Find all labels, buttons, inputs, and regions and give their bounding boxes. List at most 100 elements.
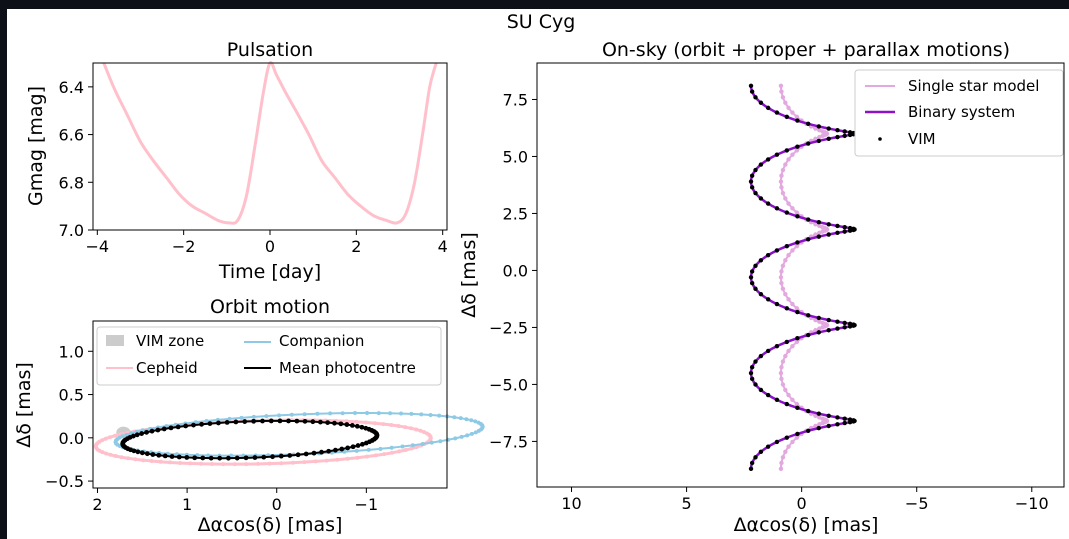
orbit-cepheid-point [108,452,113,457]
onsky-single-star-model-point [817,128,822,133]
orbit-cepheid-point [113,433,118,438]
onsky-binary-system-point [753,263,758,268]
orbit-companion-point [400,444,405,449]
figure-title: SU Cyg [507,11,576,33]
orbit-companion-point [124,432,129,437]
onsky-binary-system-point [795,144,800,149]
orbit-mean-photocentre-point [176,454,182,460]
orbit-mean-photocentre-point [169,454,175,459]
onsky-binary-system-point [765,297,771,302]
onsky-single-star-model-point [783,449,788,455]
onsky-single-star-model-point [783,196,788,201]
onsky-single-star-model-point [778,83,784,88]
orbit-mean-photocentre-point [168,425,174,431]
orbit-cepheid-point [397,449,402,454]
onsky-legend-box [854,69,1064,157]
orbit-axes-frame [92,320,448,489]
onsky-binary-system-point [784,210,790,215]
orbit-companion-point [365,411,370,416]
onsky-binary-system-point [795,309,800,315]
onsky-binary-system-point [842,225,847,230]
orbit-mean-photocentre-point [332,420,337,426]
orbit-mean-photocentre-point [207,421,213,426]
orbit-mean-photocentre-point [161,426,167,432]
onsky-binary-system-point [774,206,780,211]
legend-label-companion: Companion [279,332,364,350]
onsky-binary-system-point [753,382,758,387]
pulsation-panel: Pulsation −4 −2 0 2 4 6.4 6.6 6.8 7.0 Time [day]… [25,39,448,283]
orbit-mean-photocentre-point [233,419,239,425]
orbit-companion-point [264,414,269,419]
orbit-mean-photocentre-point [344,422,350,427]
orbit-mean-photocentre-point [349,423,355,428]
onsky-single-star-model-point [780,190,786,196]
orbit-companion-point [473,430,478,435]
onsky-binary-system-point [774,301,780,307]
orbit-cepheid-point [107,435,112,440]
orbit-cepheid-point [418,428,423,433]
onsky-binary-system-point [753,359,758,364]
onsky-binary-system-point [795,118,800,123]
orbit-mean-photocentre-point [130,433,136,439]
orbit-companion-point [206,453,211,458]
onsky-single-star-model-point [817,223,822,229]
orbit-mean-photocentre-point [277,418,283,424]
onsky-binary-system-point [748,179,754,184]
orbit-mean-photocentre-point [225,455,231,461]
pulsation-xtick-label: 4 [438,237,448,256]
orbit-cepheid-point [279,461,284,466]
onsky-single-star-model-point [790,397,795,403]
orbit-mean-photocentre-point [217,455,223,461]
orbit-mean-photocentre-point [360,441,365,447]
orbit-mean-photocentre-point [135,449,141,455]
orbit-cepheid-point [364,454,369,459]
onsky-binary-system-point [816,411,822,416]
orbit-mean-photocentre-point [191,422,196,428]
orbit-companion-point [114,441,119,446]
orbit-companion-point [437,413,442,418]
onsky-binary-system-point [765,201,771,206]
onsky-single-star-model-point [783,258,788,263]
orbit-mean-photocentre-point [287,453,293,458]
onsky-single-star-model-point [790,206,795,211]
onsky-binary-system-point [835,223,840,229]
legend-label-vim: VIM [908,130,936,148]
onsky-binary-system-point [806,313,811,318]
onsky-binary-system-point [795,240,800,245]
orbit-mean-photocentre-point [224,420,230,425]
onsky-binary-system-point [758,196,764,201]
orbit-companion-point [378,446,383,451]
onsky-binary-system-point [851,226,856,232]
orbit-mean-photocentre-point [345,445,351,451]
orbit-cepheid-point [403,448,408,453]
onsky-binary-system-point [774,397,780,403]
onsky-ytick-label: −5.0 [489,375,528,394]
pulsation-ytick-label: 6.6 [59,126,84,145]
onsky-binary-system-point [774,439,780,445]
orbit-cepheid-point [168,460,173,465]
orbit-companion-point [458,416,463,421]
onsky-single-star-model-point [783,387,788,393]
onsky-single-star-model-point [786,297,791,302]
orbit-companion-point [469,418,474,423]
onsky-ytick-label: −2.5 [489,318,528,337]
onsky-binary-system-point [847,130,853,135]
pulsation-curve [102,61,438,225]
orbit-xtick-label: 2 [92,495,102,514]
onsky-single-star-model-point [786,392,791,398]
onsky-binary-system-point [835,128,840,133]
pulsation-xtick-label: −2 [172,237,196,256]
onsky-binary-system-point [753,286,758,291]
onsky-single-star-model-point [778,370,784,376]
orbit-cepheid-point [256,461,261,466]
onsky-binary-system-point [749,280,755,286]
onsky-binary-system-point [806,141,811,146]
orbit-mean-photocentre-point [363,440,369,446]
orbit-companion-point [302,412,307,417]
onsky-binary-system-point [842,129,847,134]
orbit-companion-point [464,417,469,422]
onsky-single-star-model-point [813,423,818,429]
onsky-binary-system-point [758,449,764,455]
onsky-binary-system-point [765,157,771,162]
onsky-single-star-model-point [794,401,800,407]
